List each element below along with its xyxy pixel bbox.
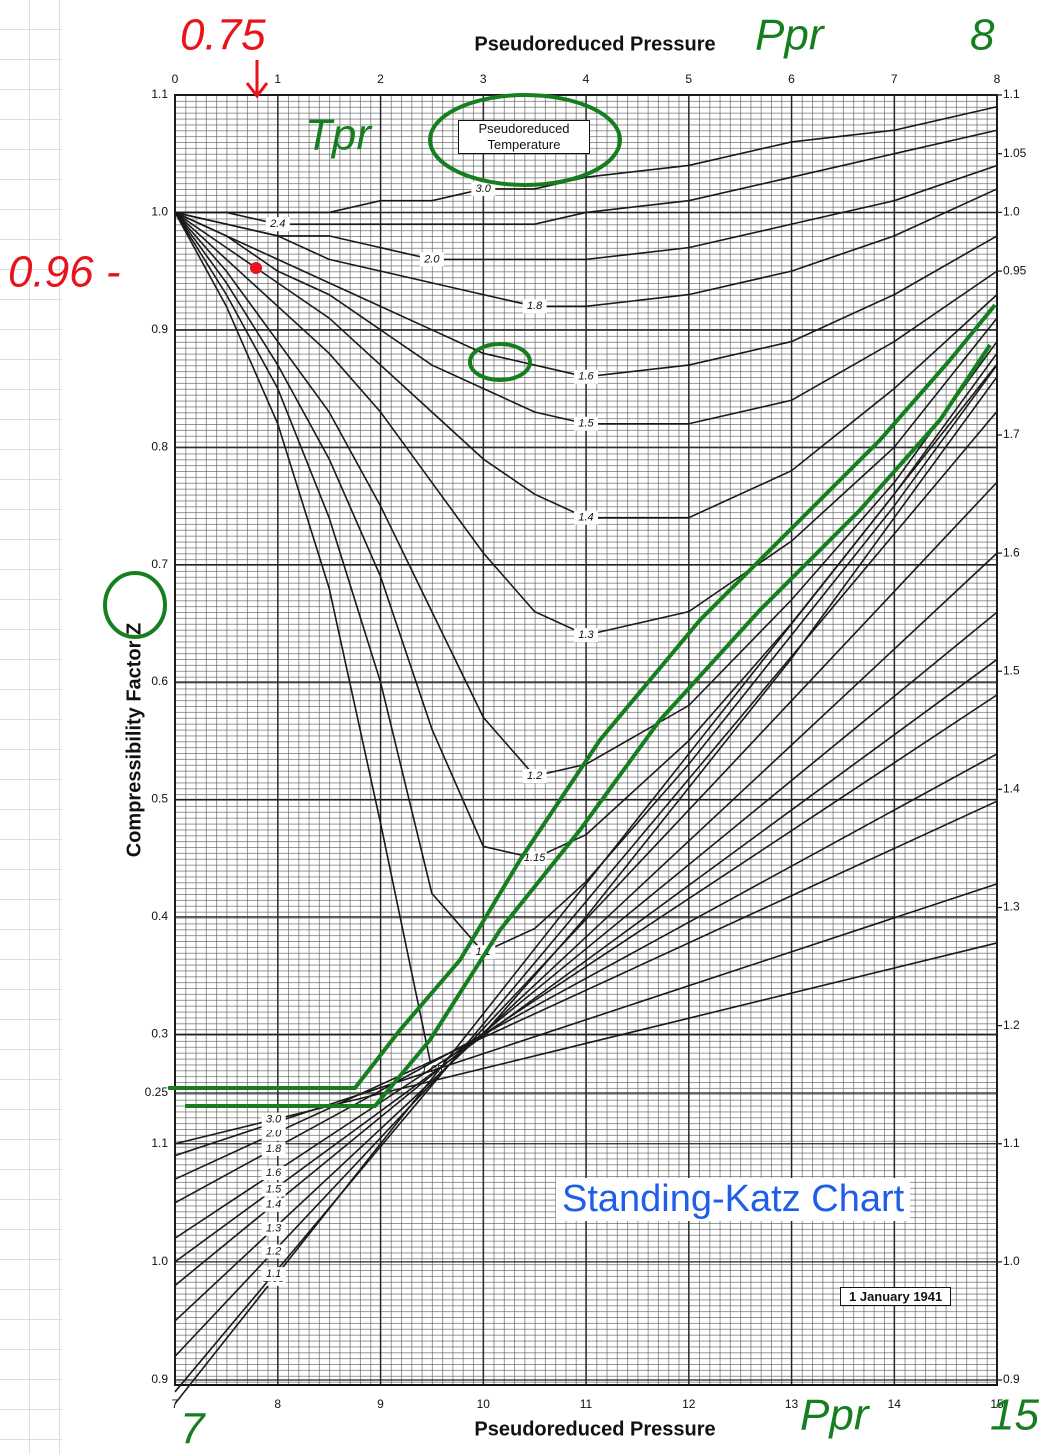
y-tick-label: 0.25 xyxy=(145,1085,169,1099)
curve-label: 1.6 xyxy=(266,1167,282,1179)
hand-note: Tpr xyxy=(305,111,373,160)
y-tick-label: 0.3 xyxy=(151,1026,168,1040)
y2-tick-label: 1.6 xyxy=(1003,545,1020,559)
y-tick-label: 0.9 xyxy=(151,322,168,336)
curve-label: 3.0 xyxy=(266,1114,282,1126)
y2-tick-label: 1.7 xyxy=(1003,427,1020,441)
x-tick-label: 0 xyxy=(172,72,179,86)
hand-note: Ppr xyxy=(755,11,826,60)
x-tick-label: 3 xyxy=(480,72,487,86)
curve-label: 1.8 xyxy=(527,300,543,312)
hand-note: 7 xyxy=(180,1405,206,1454)
curve-label: 1.2 xyxy=(266,1245,281,1257)
x-axis-title: Pseudoreduced Pressure xyxy=(474,33,715,55)
x-tick-label: 2 xyxy=(377,72,384,86)
y-tick-label: 1.0 xyxy=(151,1254,168,1268)
x-tick-label: 5 xyxy=(685,72,692,86)
curve-label: 1.2 xyxy=(527,770,542,782)
legend-title: Pseudoreduced Temperature xyxy=(458,120,590,154)
y2-tick-label: 1.05 xyxy=(1003,146,1027,160)
y-tick-label: 1.1 xyxy=(151,1136,168,1150)
x-tick-label: 12 xyxy=(682,1397,696,1411)
curve-label: 1.3 xyxy=(578,629,594,641)
arrow xyxy=(247,60,267,96)
x-tick-label: 10 xyxy=(477,1397,491,1411)
y2-tick-label: 0.9 xyxy=(1003,1372,1020,1386)
y-tick-label: 0.5 xyxy=(151,792,168,806)
hand-note: 15 xyxy=(990,1391,1039,1440)
x-tick-label: 14 xyxy=(888,1397,902,1411)
hand-note: 0.96 - xyxy=(8,248,121,297)
y2-tick-label: 1.1 xyxy=(1003,87,1020,101)
x-axis-title: Pseudoreduced Pressure xyxy=(474,1418,715,1440)
x-tick-label: 4 xyxy=(583,72,590,86)
x-tick-label: 8 xyxy=(274,1397,281,1411)
hand-note: 0.75 xyxy=(180,11,266,60)
point xyxy=(250,262,262,274)
curve-label: 1.4 xyxy=(266,1199,281,1211)
page: {"chart_data": [ {"type": "line", "x_lab… xyxy=(0,0,1051,1454)
chart-note: Standing-Katz Chart xyxy=(556,1178,910,1221)
x-tick-label: 7 xyxy=(891,72,898,86)
y2-tick-label: 1.3 xyxy=(1003,900,1020,914)
curve-label: 1.3 xyxy=(266,1223,282,1235)
curve-label: 1.5 xyxy=(578,418,594,430)
x-tick-label: 1 xyxy=(274,72,281,86)
y2-tick-label: 1.0 xyxy=(1003,205,1020,219)
x-tick-label: 6 xyxy=(788,72,795,86)
chart-note: 1 January 1941 xyxy=(840,1287,951,1306)
y-tick-label: 0.7 xyxy=(151,557,168,571)
curve-label: 3.0 xyxy=(476,183,492,195)
curve-label: 1.8 xyxy=(266,1143,282,1155)
y2-tick-label: 1.1 xyxy=(1003,1136,1020,1150)
y-axis-title: Compressibility Factor Z xyxy=(123,623,145,858)
curve-label: 1.15 xyxy=(524,852,546,864)
y-tick-label: 0.4 xyxy=(151,909,168,923)
x-tick-label: 11 xyxy=(580,1397,593,1411)
y2-tick-label: 1.4 xyxy=(1003,782,1020,796)
hand-note: 8 xyxy=(970,11,995,60)
y2-tick-label: 1.2 xyxy=(1003,1018,1020,1032)
y-tick-label: 1.1 xyxy=(151,87,168,101)
x-tick-label: 13 xyxy=(785,1397,799,1411)
curve-label: 1.1 xyxy=(266,1268,281,1280)
y2-tick-label: 1.0 xyxy=(1003,1254,1020,1268)
hand-note: Ppr xyxy=(800,1391,871,1440)
y-tick-label: 1.0 xyxy=(151,205,168,219)
curve-label: 1.6 xyxy=(578,371,594,383)
curve-label: 1.4 xyxy=(578,512,593,524)
y-tick-label: 0.8 xyxy=(151,439,168,453)
x-tick-label: 8 xyxy=(994,72,1001,86)
y-tick-label: 0.6 xyxy=(151,674,168,688)
y-tick-label: 0.9 xyxy=(151,1372,168,1386)
curve-label: 2.0 xyxy=(423,253,440,265)
x-tick-label: 9 xyxy=(377,1397,384,1411)
chart: Pseudoreduced Pressure Pseudoreduced Pre… xyxy=(0,0,1051,1454)
y2-tick-label: 0.95 xyxy=(1003,263,1027,277)
curve-label: 2.4 xyxy=(269,218,285,230)
y2-tick-label: 1.5 xyxy=(1003,663,1020,677)
curve-label: 1.5 xyxy=(266,1183,282,1195)
